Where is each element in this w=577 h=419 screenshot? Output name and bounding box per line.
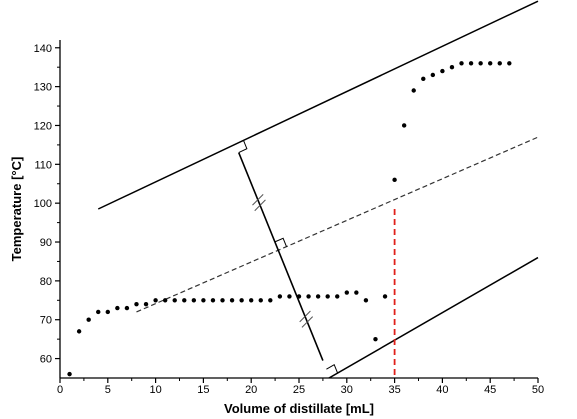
- x-tick-label: 30: [341, 384, 353, 396]
- right-angle-marker: [274, 237, 287, 247]
- data-point: [249, 298, 254, 303]
- data-point: [354, 290, 359, 295]
- x-tick-label: 15: [197, 384, 209, 396]
- x-tick-label: 0: [57, 384, 63, 396]
- right-angle-marker: [326, 364, 339, 374]
- data-point: [229, 298, 235, 303]
- data-point: [296, 294, 302, 299]
- x-tick-label: 10: [149, 384, 161, 396]
- data-point: [115, 305, 120, 311]
- data-point: [220, 298, 225, 303]
- y-tick-label: 70: [40, 315, 52, 327]
- x-tick-label: 25: [293, 384, 305, 396]
- data-point: [105, 309, 111, 315]
- data-point: [440, 68, 445, 74]
- data-point: [306, 294, 311, 299]
- data-point: [488, 61, 493, 66]
- data-point: [468, 61, 474, 66]
- x-axis-title: Volume of distillate [mL]: [224, 401, 374, 416]
- plot-area: 0 5 10 15 20 25 30 35 40 45 50 60 70 80 90 100 110 120 13…: [34, 0, 544, 396]
- data-points: [67, 61, 512, 377]
- data-point: [411, 88, 416, 93]
- data-point: [172, 298, 177, 303]
- data-point: [401, 123, 407, 128]
- x-tick-label: 50: [532, 384, 544, 396]
- equal-length-hatch: [254, 199, 266, 212]
- data-point: [325, 294, 330, 299]
- x-tick-label: 20: [245, 384, 257, 396]
- y-tick-label: 80: [40, 276, 52, 288]
- data-point: [182, 298, 187, 303]
- x-tick-label: 35: [388, 384, 400, 396]
- lower-tangent-line: [327, 256, 539, 378]
- data-point: [76, 329, 82, 334]
- data-point: [143, 301, 149, 307]
- x-tick-label: 5: [105, 384, 111, 396]
- data-point: [124, 305, 130, 311]
- data-point: [258, 298, 263, 303]
- data-point: [162, 298, 168, 303]
- data-point: [315, 294, 321, 299]
- y-tick-label: 100: [34, 198, 52, 210]
- y-tick-label: 140: [34, 43, 52, 55]
- data-point: [96, 309, 101, 315]
- y-tick-label: 110: [34, 159, 52, 171]
- data-point: [363, 298, 369, 303]
- y-tick-label: 120: [34, 120, 52, 132]
- data-point: [67, 371, 72, 377]
- data-point: [497, 61, 502, 66]
- data-point: [268, 298, 273, 303]
- construction-lines: [97, 0, 539, 378]
- upper-tangent-line: [97, 0, 539, 210]
- data-point: [210, 298, 216, 303]
- data-point: [478, 61, 483, 66]
- data-point: [191, 298, 197, 303]
- data-point: [134, 301, 139, 307]
- data-point: [421, 76, 426, 82]
- data-point: [459, 61, 464, 66]
- data-point: [507, 61, 512, 66]
- data-point: [153, 298, 158, 303]
- data-point: [86, 317, 91, 322]
- data-point: [277, 294, 283, 299]
- data-point: [201, 298, 206, 303]
- x-tick-label: 45: [484, 384, 496, 396]
- equal-length-hatch: [299, 310, 311, 323]
- equal-length-hatch: [301, 316, 314, 328]
- y-tick-label: 60: [40, 354, 52, 366]
- data-point: [392, 177, 397, 183]
- data-point: [449, 64, 455, 70]
- perpendicular-line: [238, 152, 324, 361]
- data-point: [373, 336, 378, 342]
- x-tick-label: 40: [436, 384, 448, 396]
- data-point: [344, 290, 349, 295]
- y-tick-label: 130: [34, 82, 52, 94]
- midline-dashed: [136, 136, 539, 313]
- y-axis-ticks: 60 70 80 90 100 110 120 130 140: [34, 43, 60, 366]
- equal-length-hatch: [252, 193, 264, 206]
- data-point: [287, 294, 292, 299]
- data-point: [382, 294, 388, 299]
- y-axis-title: Temperature [°C]: [9, 157, 24, 262]
- data-point: [430, 72, 436, 78]
- data-point: [239, 298, 244, 303]
- data-point: [335, 294, 340, 299]
- x-axis-ticks: 0 5 10 15 20 25 30 35 40 45 50: [57, 378, 544, 396]
- right-angle-marker: [238, 140, 248, 153]
- y-tick-label: 90: [40, 237, 52, 249]
